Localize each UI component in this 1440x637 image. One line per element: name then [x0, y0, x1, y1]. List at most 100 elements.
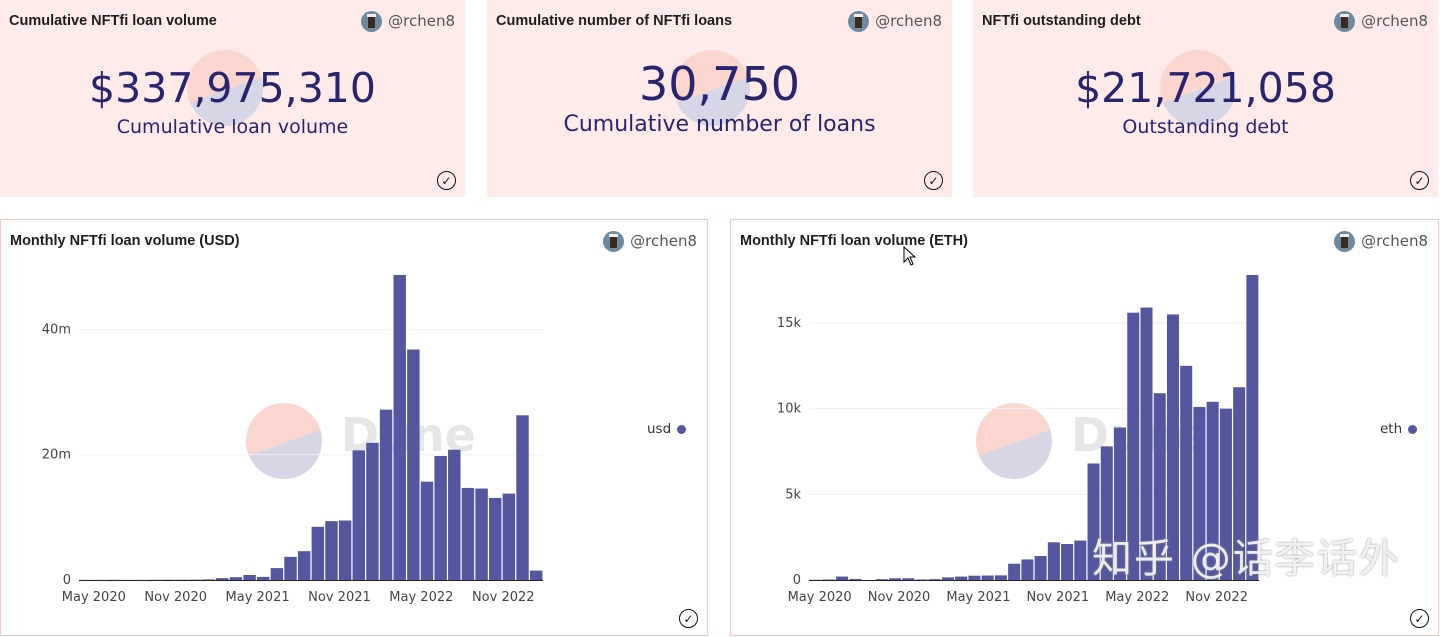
y-tick-label: 40m: [42, 322, 71, 337]
check-circle-icon[interactable]: ✓: [1410, 609, 1429, 628]
check-circle-icon[interactable]: ✓: [679, 609, 698, 628]
author-name: @rchen8: [1361, 11, 1428, 32]
counter-card-outstanding-debt: NFTfi outstanding debt @rchen8 $21,721,0…: [973, 0, 1438, 197]
check-circle-icon[interactable]: ✓: [437, 171, 456, 190]
bar: [230, 577, 242, 580]
legend-label: usd: [647, 421, 671, 437]
bar: [929, 579, 941, 580]
check-circle-icon[interactable]: ✓: [924, 171, 943, 190]
bar: [489, 498, 501, 580]
bar: [393, 275, 405, 580]
bar: [257, 577, 269, 580]
author-name: @rchen8: [875, 11, 942, 32]
counter-value: $337,975,310: [0, 66, 465, 110]
bar: [1035, 556, 1047, 580]
x-tick-label: May 2020: [62, 590, 126, 605]
x-tick-label: May 2022: [389, 590, 453, 605]
card-title: NFTfi outstanding debt: [982, 12, 1141, 30]
counter-label: Cumulative loan volume: [0, 116, 465, 138]
card-title: Cumulative NFTfi loan volume: [9, 12, 217, 30]
bar: [1246, 275, 1258, 580]
bar: [243, 575, 255, 580]
bar: [902, 578, 914, 580]
bar: [366, 443, 378, 580]
bar: [849, 579, 861, 580]
bar: [955, 577, 967, 580]
counter-label: Outstanding debt: [973, 116, 1438, 138]
check-circle-icon[interactable]: ✓: [1410, 171, 1429, 190]
bar: [298, 551, 310, 580]
bar: [876, 579, 888, 580]
bar: [312, 527, 324, 580]
counter-card-loan-count: Cumulative number of NFTfi loans @rchen8…: [487, 0, 952, 197]
bar: [421, 482, 433, 580]
author-link[interactable]: @rchen8: [848, 11, 942, 32]
x-tick-label: Nov 2021: [1027, 590, 1090, 605]
bar: [915, 579, 927, 580]
bar: [1021, 559, 1033, 580]
legend-item-eth[interactable]: eth: [1380, 421, 1417, 437]
bar: [434, 456, 446, 580]
x-tick-label: May 2021: [226, 590, 290, 605]
bar: [823, 579, 835, 580]
bar: [516, 415, 528, 580]
x-tick-label: Nov 2021: [308, 590, 371, 605]
mouse-cursor-icon: [903, 246, 917, 266]
avatar: [1334, 11, 1355, 32]
bar: [530, 571, 542, 580]
y-tick-label: 5k: [785, 487, 801, 502]
x-tick-label: May 2020: [788, 590, 852, 605]
y-tick-label: 0: [793, 573, 801, 588]
bar: [942, 577, 954, 580]
bar: [380, 410, 392, 580]
x-tick-label: Nov 2020: [868, 590, 931, 605]
bar: [1074, 541, 1086, 580]
counter-value: 30,750: [487, 60, 952, 108]
y-tick-label: 20m: [42, 448, 71, 463]
bar: [325, 521, 337, 580]
y-tick-label: 15k: [777, 316, 802, 331]
legend-dot: [1408, 425, 1417, 434]
bar: [836, 577, 848, 580]
legend-label: eth: [1380, 421, 1402, 437]
chart-card-usd: Monthly NFTfi loan volume (USD) @rchen8 …: [0, 219, 708, 636]
bar: [353, 450, 365, 580]
bar: [968, 576, 980, 580]
bar: [462, 488, 474, 580]
card-title: Cumulative number of NFTfi loans: [496, 12, 732, 30]
bar: [995, 575, 1007, 580]
y-tick-label: 10k: [777, 402, 802, 417]
author-link[interactable]: @rchen8: [1334, 11, 1428, 32]
legend-dot: [677, 425, 686, 434]
avatar: [361, 11, 382, 32]
bar: [271, 568, 283, 580]
overlay-watermark: 知乎 @话李话外: [1092, 538, 1401, 580]
counter-label: Cumulative number of loans: [487, 112, 952, 138]
bar: [284, 557, 296, 580]
bar: [982, 576, 994, 580]
bar: [216, 578, 228, 580]
x-tick-label: Nov 2022: [1185, 590, 1248, 605]
counter-card-loan-volume: Cumulative NFTfi loan volume @rchen8 $33…: [0, 0, 465, 197]
author-name: @rchen8: [388, 11, 455, 32]
x-tick-label: Nov 2020: [144, 590, 207, 605]
bar: [1008, 564, 1020, 580]
bar: [1061, 544, 1073, 580]
y-tick-label: 0: [63, 573, 71, 588]
bar: [448, 450, 460, 580]
x-tick-label: May 2021: [946, 590, 1010, 605]
bar: [202, 579, 214, 580]
bar: [889, 578, 901, 580]
counter-value: $21,721,058: [973, 66, 1438, 110]
bar: [407, 350, 419, 580]
avatar: [848, 11, 869, 32]
bar: [503, 494, 515, 580]
bar: [339, 521, 351, 580]
bar: [1048, 542, 1060, 580]
legend-item-usd[interactable]: usd: [647, 421, 686, 437]
author-link[interactable]: @rchen8: [361, 11, 455, 32]
bar: [475, 489, 487, 580]
x-tick-label: Nov 2022: [472, 590, 535, 605]
x-tick-label: May 2022: [1105, 590, 1169, 605]
